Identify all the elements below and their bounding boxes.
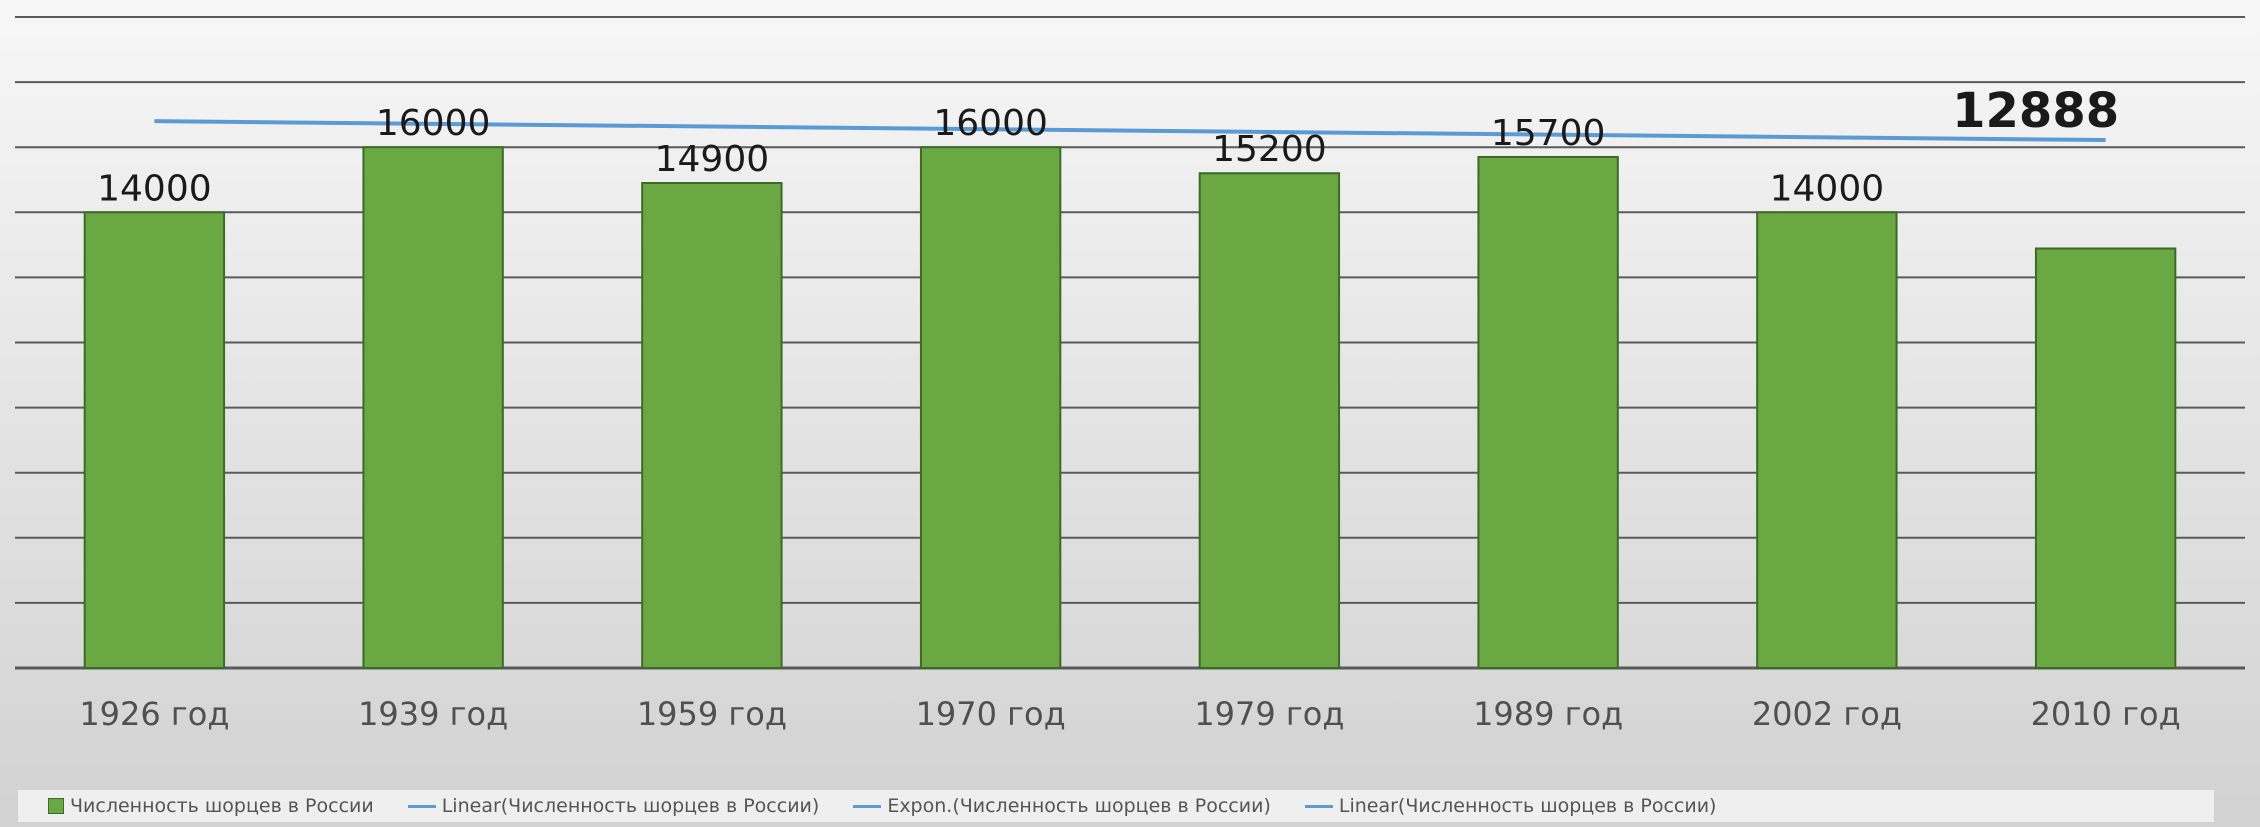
bar	[641, 182, 783, 669]
bar	[362, 146, 504, 669]
data-label: 14000	[97, 168, 212, 209]
legend-label: Expon.(Численность шорцев в России)	[887, 795, 1271, 817]
x-tick-label: 2002 год	[1752, 695, 1902, 733]
bar	[2034, 247, 2177, 669]
bar	[1756, 211, 1898, 670]
legend-swatch-line	[407, 804, 436, 808]
x-tick-label: 1970 год	[916, 695, 1066, 733]
legend-swatch-line	[1304, 804, 1333, 808]
legend-item-bars: Численность шорцев в России	[48, 795, 374, 817]
x-tick-label: 1939 год	[358, 695, 508, 733]
data-label: 14000	[1770, 168, 1885, 209]
data-label: 14900	[655, 139, 770, 180]
x-axis-tick-labels: 1926 год 1939 год 1959 год 1970 год 1979 год…	[79, 695, 2180, 733]
legend-swatch-bar	[48, 798, 64, 814]
bar	[1477, 155, 1619, 669]
gridlines	[15, 16, 2245, 670]
x-tick-label: 1989 год	[1473, 695, 1623, 733]
data-label: 15200	[1212, 129, 1327, 170]
data-label: 16000	[376, 103, 491, 144]
legend-label: Linear(Численность шорцев в России)	[441, 795, 820, 817]
data-label: 15700	[1491, 113, 1606, 154]
bar	[919, 146, 1062, 669]
bar-chart: 14000 16000 14900 16000 15200 15700 14000 12888…	[15, 16, 2245, 733]
x-tick-label: 1926 год	[79, 695, 229, 733]
bar	[83, 211, 226, 670]
legend-item-linear-2: Linear(Численность шорцев в России)	[1304, 795, 1717, 817]
legend-label: Linear(Численность шорцев в России)	[1338, 795, 1717, 817]
legend: Численность шорцев в России Linear(Числе…	[18, 790, 2214, 822]
legend-swatch-line	[853, 804, 882, 808]
bar	[1198, 172, 1341, 670]
trendline-linear	[154, 119, 2106, 143]
data-label: 16000	[933, 103, 1048, 144]
data-label: 12888	[1952, 83, 2119, 139]
legend-item-expon: Expon.(Численность шорцев в России)	[853, 795, 1271, 817]
data-labels: 14000 16000 14900 16000 15200 15700 14000 12888	[97, 83, 2119, 209]
trendline	[154, 119, 2106, 143]
bars	[83, 146, 2177, 670]
x-tick-label: 2010 год	[2031, 695, 2181, 733]
x-tick-label: 1959 год	[637, 695, 787, 733]
legend-item-linear: Linear(Численность шорцев в России)	[407, 795, 820, 817]
legend-label: Численность шорцев в России	[70, 795, 374, 817]
x-tick-label: 1979 год	[1194, 695, 1344, 733]
